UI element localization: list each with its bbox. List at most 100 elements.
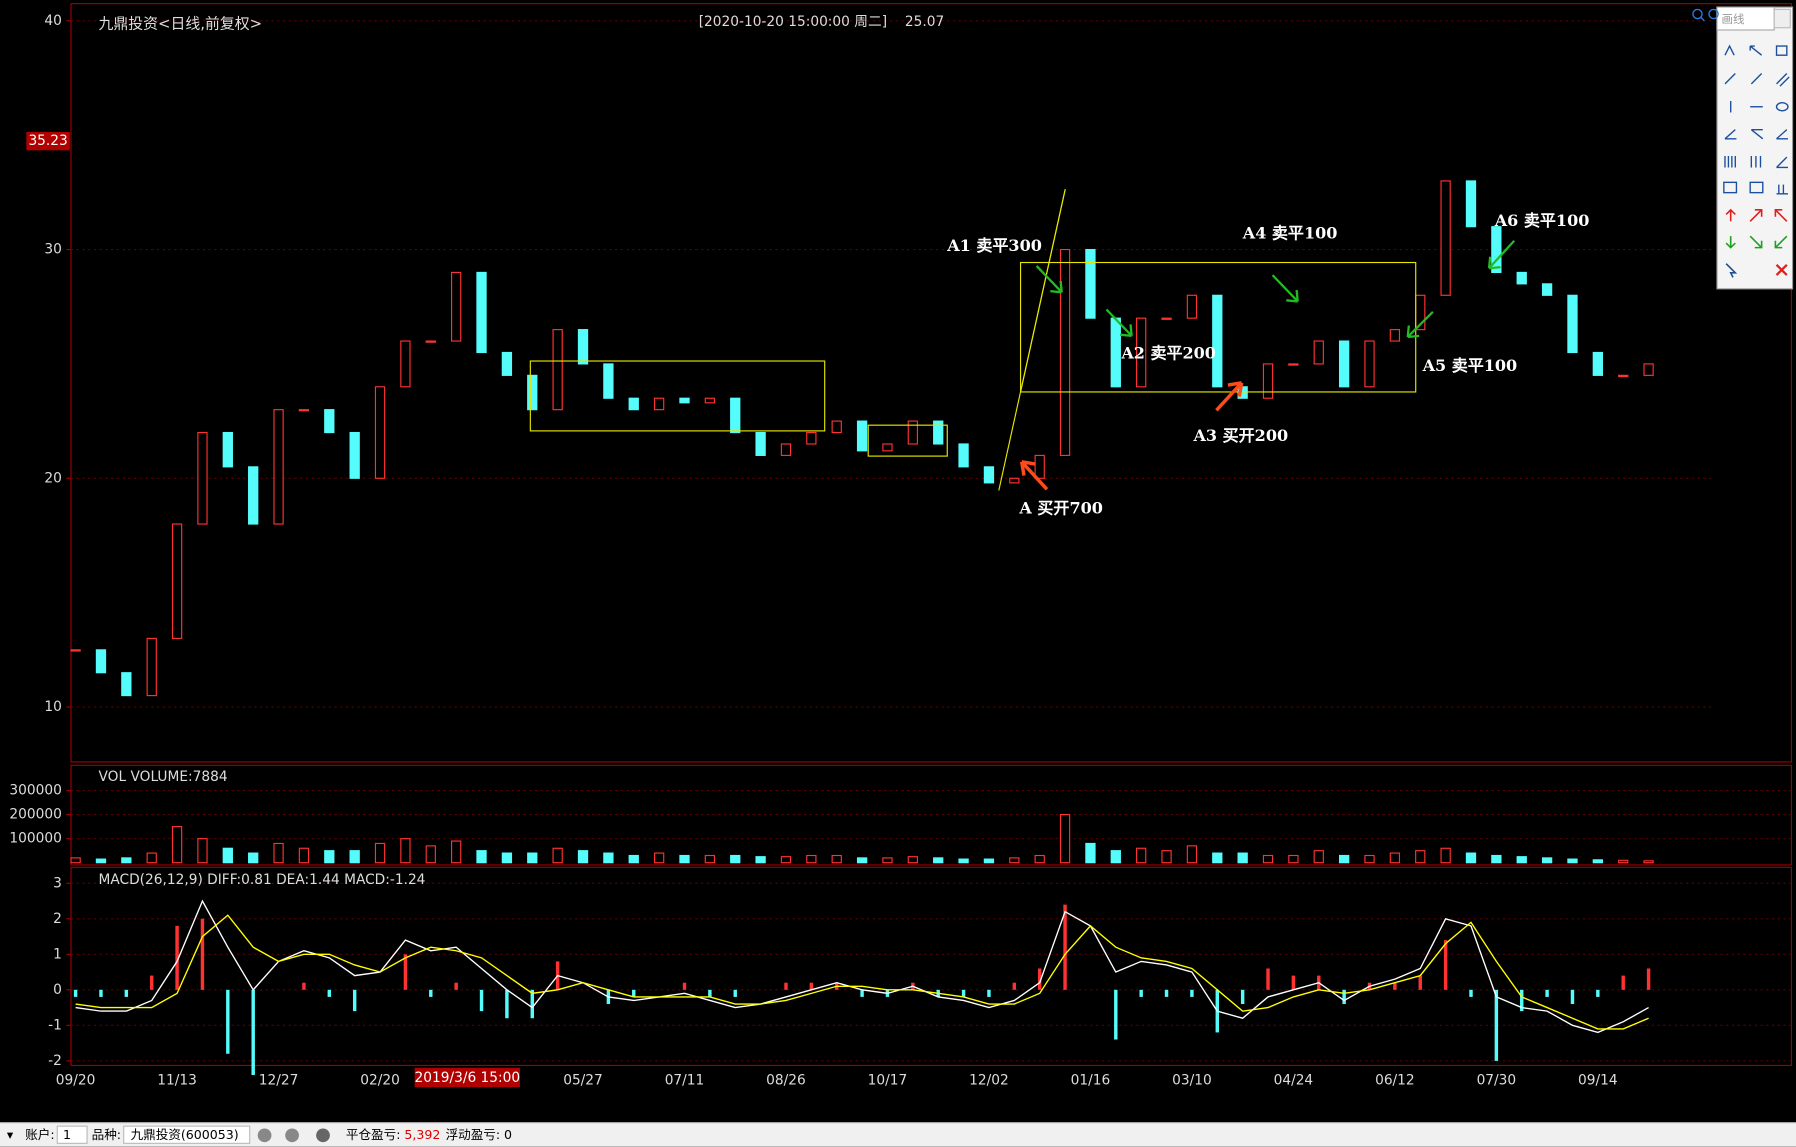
closed-pnl: 5,392 [404,1127,440,1142]
account-select[interactable] [56,1125,88,1144]
y-tick-label: 300000 [9,783,61,799]
panel-frames [70,3,1792,1067]
plus-button[interactable] [285,1128,299,1143]
x-tick-label: 07/30 [1477,1072,1517,1088]
candle [1592,351,1603,376]
volume-bar [958,858,969,864]
candle [1136,317,1147,388]
volume-bar [146,852,157,864]
volume-bar [1288,854,1299,864]
candle [1516,271,1527,285]
x-tick-label: 12/02 [969,1072,1009,1088]
x-tick-label: 09/14 [1578,1072,1618,1088]
candle [1262,363,1274,399]
volume-bar [1541,857,1553,864]
candle [1034,454,1045,479]
candle [1338,340,1350,388]
candle [907,420,918,445]
volume-bar [1212,852,1223,864]
volume-bar [1186,845,1198,864]
volume-bar [933,857,944,864]
candle [248,466,259,525]
candle [171,523,183,639]
candle [552,329,563,411]
candle [1618,374,1629,378]
chart-title: 九鼎投资<日线,前复权> [99,14,263,32]
candle [730,397,741,434]
volume-bar [1059,814,1071,864]
candle [806,431,817,445]
candle [197,431,208,525]
x-tick-label: 06/12 [1375,1072,1415,1088]
annotation: A3 买开200 [1193,426,1289,445]
candle [374,386,386,479]
volume-bar [1161,850,1172,864]
hide-button[interactable] [316,1128,330,1143]
candle [603,363,614,399]
candle [653,397,665,411]
candle [146,637,157,697]
symbol-label: 品种: [92,1127,121,1142]
y-tick-label: 10 [44,699,61,715]
x-tick-label: 09/20 [56,1072,96,1088]
volume-bar [679,854,690,864]
volume-bar [1136,847,1147,864]
volume-bar [1237,852,1248,864]
annotation: A6 卖平100 [1494,211,1590,230]
x-tick-label: 11/13 [157,1072,197,1088]
y-tick-label: 1 [53,946,62,962]
macd-label: MACD(26,12,9) DIFF:0.81 DEA:1.44 MACD:-1… [99,872,426,888]
volume-bar [171,826,183,864]
cursor-price-box [26,131,70,151]
volume-bar [577,850,589,864]
symbol-select[interactable] [123,1125,251,1144]
x-tick-label: 04/24 [1274,1072,1314,1088]
candle [628,397,639,411]
cursor-date-box [414,1067,521,1088]
y-tick-label: 40 [44,13,61,29]
volume-bar [730,854,741,864]
y-tick-label: 20 [44,470,61,486]
floating-pnl: 0 [504,1127,512,1142]
candle [1389,329,1401,342]
volume-label: VOL VOLUME:7884 [99,769,228,785]
candle [755,431,766,456]
candle [577,329,589,365]
candle [933,420,944,445]
close-button[interactable] [1773,8,1791,29]
drawing-arrows [1020,239,1516,491]
candle [425,340,436,343]
arrow-tools[interactable] [1725,208,1788,278]
y-tick-label: 3 [53,875,62,891]
tool-icons[interactable] [1723,44,1790,195]
volume-bar [1034,854,1045,864]
cursor-price: 35.23 [28,133,67,149]
volume-bar [1516,856,1527,864]
zoom-icons[interactable] [1692,8,1719,22]
x-tick-label: 05/27 [563,1072,603,1088]
volume-bar [552,847,563,864]
candle [476,271,487,354]
volume-bar [1440,847,1451,864]
candle [1009,477,1020,484]
volume-bar [755,856,766,864]
toolbar-title: 画线 [1722,12,1745,26]
x-tick-label: 08/26 [766,1072,806,1088]
minus-button[interactable] [257,1128,272,1143]
candle [958,443,969,468]
volume-bar [425,845,436,864]
account-label: 账户: [25,1127,54,1142]
x-tick-label: 12/27 [259,1072,299,1088]
x-tick-label: 01/16 [1071,1072,1111,1088]
volume-bar [1592,859,1603,864]
candle [349,431,360,479]
volume-bar [1567,858,1578,864]
candle [1491,226,1502,273]
volume-bar [527,852,538,864]
volume-bar [95,858,107,864]
volume-bar [349,850,360,864]
volume-bar [1465,852,1477,864]
